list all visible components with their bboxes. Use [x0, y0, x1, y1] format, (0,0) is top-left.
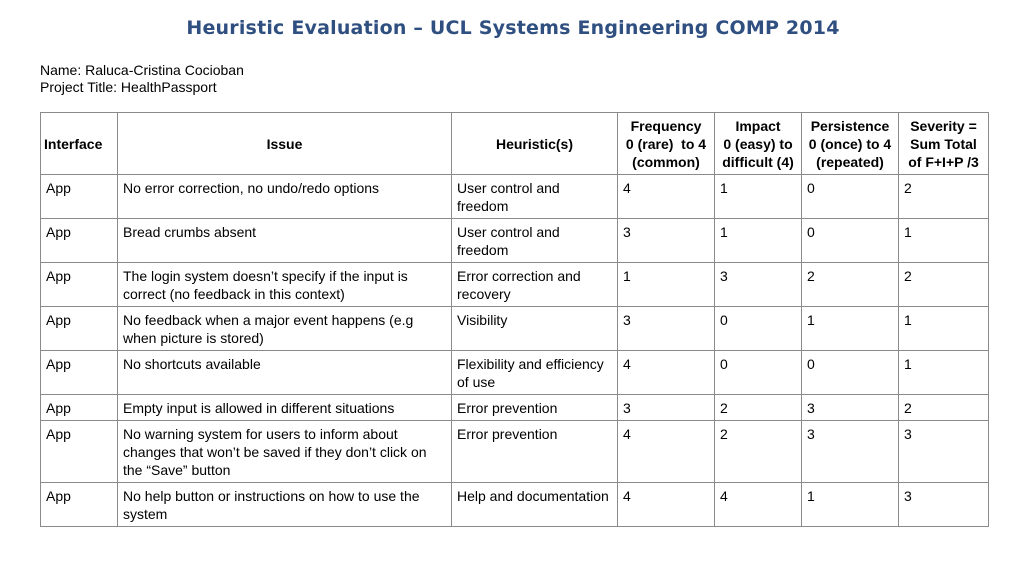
cell-heuristic: Error prevention — [451, 420, 618, 483]
author-name: Name: Raluca-Cristina Cocioban — [40, 62, 244, 78]
cell-severity: 3 — [898, 482, 989, 527]
header-severity-word: Severity — [910, 117, 965, 134]
cell-impact: 3 — [714, 262, 802, 307]
cell-interface: App — [40, 306, 118, 351]
cell-heuristic: Visibility — [451, 306, 618, 351]
header-persistence-scale-end: (repeated) — [816, 153, 884, 170]
table-row: App Bread crumbs absent User control and… — [40, 218, 989, 263]
header-impact: Impact 0 (easy) to difficult (4) — [714, 112, 802, 175]
cell-frequency: 1 — [617, 262, 715, 307]
cell-frequency: 4 — [617, 420, 715, 483]
header-persistence-scale: 0 (once) to 4 — [808, 135, 892, 152]
cell-frequency: 3 — [617, 394, 715, 421]
project-title: Project Title: HealthPassport — [40, 79, 217, 95]
table-row: App No warning system for users to infor… — [40, 420, 989, 483]
cell-persistence: 2 — [801, 262, 899, 307]
cell-frequency: 3 — [617, 306, 715, 351]
cell-heuristic: User control and freedom — [451, 218, 618, 263]
cell-severity: 2 — [898, 262, 989, 307]
cell-impact: 0 — [714, 350, 802, 395]
cell-persistence: 3 — [801, 394, 899, 421]
cell-interface: App — [40, 174, 118, 219]
cell-impact: 4 — [714, 482, 802, 527]
cell-frequency: 4 — [617, 174, 715, 219]
header-impact-initial: I — [735, 117, 740, 134]
header-heuristics: Heuristic(s) — [451, 112, 618, 175]
cell-severity: 1 — [898, 350, 989, 395]
cell-persistence: 0 — [801, 350, 899, 395]
cell-severity: 2 — [898, 394, 989, 421]
header-frequency-initial: F — [630, 117, 640, 134]
cell-issue: No help button or instructions on how to… — [117, 482, 452, 527]
header-persistence-word: ersistence — [820, 117, 890, 134]
header-severity-formula-end: of F+I+P /3 — [908, 153, 979, 170]
table-row: App Empty input is allowed in different … — [40, 394, 989, 421]
header-persistence: Persistence 0 (once) to 4 (repeated) — [801, 112, 899, 175]
cell-severity: 3 — [898, 420, 989, 483]
header-impact-scale: 0 (easy) to — [723, 135, 793, 152]
cell-interface: App — [40, 350, 118, 395]
table-row: App No help button or instructions on ho… — [40, 482, 989, 527]
cell-interface: App — [40, 420, 118, 483]
header-issue: Issue — [117, 112, 452, 175]
cell-issue: No feedback when a major event happens (… — [117, 306, 452, 351]
cell-persistence: 0 — [801, 174, 899, 219]
cell-impact: 2 — [714, 394, 802, 421]
cell-issue: No error correction, no undo/redo option… — [117, 174, 452, 219]
cell-impact: 0 — [714, 306, 802, 351]
cell-issue: The login system doesn’t specify if the … — [117, 262, 452, 307]
document-meta: Name: Raluca-Cristina Cocioban Project T… — [40, 62, 244, 96]
cell-heuristic: Error prevention — [451, 394, 618, 421]
header-impact-word: mpact — [739, 117, 781, 134]
header-frequency-word: requency — [639, 117, 702, 134]
cell-interface: App — [40, 394, 118, 421]
cell-persistence: 1 — [801, 306, 899, 351]
cell-heuristic: User control and freedom — [451, 174, 618, 219]
header-frequency: Frequency 0 (rare) to 4 (common) — [617, 112, 715, 175]
cell-interface: App — [40, 218, 118, 263]
cell-heuristic: Error correction and recovery — [451, 262, 618, 307]
header-interface: Interface — [40, 112, 118, 175]
table-row: App The login system doesn’t specify if … — [40, 262, 989, 307]
cell-persistence: 1 — [801, 482, 899, 527]
cell-frequency: 4 — [617, 350, 715, 395]
cell-issue: No shortcuts available — [117, 350, 452, 395]
cell-issue: Empty input is allowed in different situ… — [117, 394, 452, 421]
table-row: App No feedback when a major event happe… — [40, 306, 989, 351]
cell-impact: 2 — [714, 420, 802, 483]
table-row: App No error correction, no undo/redo op… — [40, 174, 989, 219]
cell-heuristic: Flexibility and efficiency of use — [451, 350, 618, 395]
header-severity-formula: Sum Total — [910, 135, 977, 152]
table-header-row: Interface Issue Heuristic(s) Frequency 0… — [40, 112, 989, 175]
header-severity-equals: = — [964, 117, 977, 134]
cell-persistence: 0 — [801, 218, 899, 263]
cell-severity: 2 — [898, 174, 989, 219]
cell-frequency: 3 — [617, 218, 715, 263]
evaluation-table: Interface Issue Heuristic(s) Frequency 0… — [40, 112, 989, 527]
header-frequency-scale-end: (common) — [632, 153, 700, 170]
cell-interface: App — [40, 482, 118, 527]
table-row: App No shortcuts available Flexibility a… — [40, 350, 989, 395]
cell-persistence: 3 — [801, 420, 899, 483]
cell-severity: 1 — [898, 306, 989, 351]
header-severity: Severity = Sum Total of F+I+P /3 — [898, 112, 989, 175]
cell-issue: Bread crumbs absent — [117, 218, 452, 263]
cell-severity: 1 — [898, 218, 989, 263]
header-impact-scale-end: difficult (4) — [722, 153, 794, 170]
cell-issue: No warning system for users to inform ab… — [117, 420, 452, 483]
page-title: Heuristic Evaluation – UCL Systems Engin… — [186, 17, 840, 39]
header-frequency-scale: 0 (rare) to 4 — [625, 135, 707, 152]
cell-impact: 1 — [714, 174, 802, 219]
cell-frequency: 4 — [617, 482, 715, 527]
cell-interface: App — [40, 262, 118, 307]
cell-impact: 1 — [714, 218, 802, 263]
cell-heuristic: Help and documentation — [451, 482, 618, 527]
header-persistence-initial: P — [810, 117, 821, 134]
